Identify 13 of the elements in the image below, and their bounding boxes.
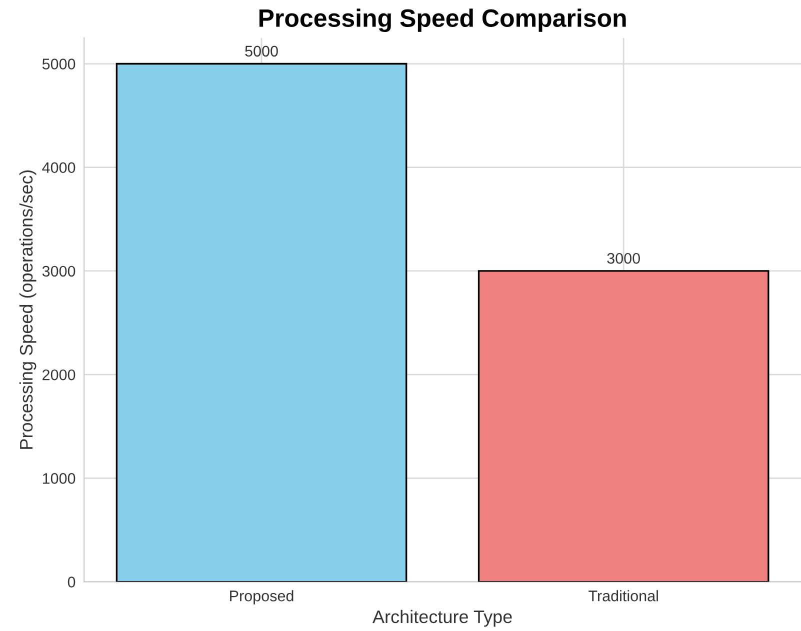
data-label: 3000 (607, 252, 640, 264)
y-tick-label: 3000 (42, 266, 76, 277)
data-label: 5000 (245, 46, 278, 57)
y-tick-label: 5000 (42, 58, 76, 70)
y-tick-label: 2000 (42, 369, 76, 380)
y-tick-label: 1000 (42, 473, 76, 484)
y-tick-label: 4000 (42, 162, 76, 174)
x-axis-title: Architecture Type (372, 610, 512, 627)
x-tick-label: Traditional (588, 590, 658, 602)
x-tick-label: Proposed (230, 590, 294, 604)
y-axis-title: Processing Speed (operations/sec) (19, 170, 36, 449)
y-tick-label: 0 (68, 576, 76, 588)
chart-title: Processing Speed Comparison (259, 8, 626, 32)
